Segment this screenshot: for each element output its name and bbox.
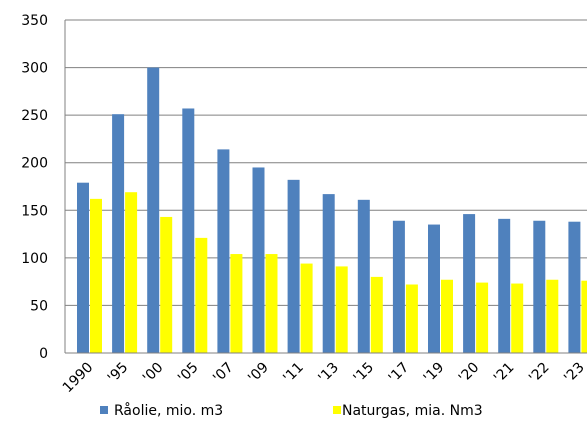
bar-series-1: [300, 263, 313, 353]
bar-series-1: [195, 237, 208, 353]
legend-label-series-1: Naturgas, mia. Nm3: [342, 403, 483, 419]
y-tick-label: 250: [21, 108, 48, 124]
bar-series-0: [77, 182, 89, 353]
bar-series-1: [581, 280, 587, 353]
x-tick-label: '23: [561, 360, 587, 387]
bar-series-0: [428, 224, 440, 353]
legend-swatch-series-1: [333, 406, 341, 414]
bar-series-0: [217, 149, 230, 353]
bar-series-0: [568, 221, 581, 353]
bar-series-0: [252, 167, 265, 353]
y-tick-label: 350: [21, 13, 48, 29]
bar-series-0: [392, 220, 405, 353]
bar-series-1: [370, 276, 383, 353]
x-tick-label: '21: [491, 360, 518, 387]
y-tick-label: 50: [30, 298, 48, 314]
x-tick-label: '22: [526, 360, 553, 387]
y-tick-label: 100: [21, 251, 48, 267]
bar-series-1: [405, 284, 418, 353]
y-tick-label: 200: [21, 156, 48, 172]
bar-series-0: [533, 220, 546, 353]
y-tick-labels: 0 50 100 150 200 250 300 350: [21, 13, 48, 362]
bars: [77, 67, 587, 354]
y-tick-label: 0: [39, 346, 48, 362]
bar-series-1: [476, 282, 489, 353]
x-tick-label: '00: [140, 360, 167, 387]
x-tick-label: '11: [280, 360, 307, 387]
bar-series-0: [182, 108, 195, 354]
bar-series-1: [335, 266, 348, 353]
bar-series-0: [147, 67, 160, 354]
bar-series-0: [112, 114, 125, 353]
axes: [64, 20, 587, 354]
bar-series-1: [265, 254, 278, 353]
bar-series-0: [287, 179, 300, 353]
bar-series-0: [463, 214, 476, 353]
legend: Råolie, mio. m3 Naturgas, mia. Nm3: [100, 402, 483, 419]
x-tick-label: '19: [421, 360, 448, 387]
x-tick-label: '09: [245, 360, 272, 387]
y-tick-label: 150: [21, 203, 48, 219]
x-tick-label: '17: [386, 360, 413, 387]
x-tick-label: '07: [210, 360, 237, 387]
bar-series-1: [511, 283, 524, 353]
bar-series-1: [90, 198, 102, 353]
bar-series-0: [322, 194, 335, 353]
bar-series-1: [441, 279, 453, 353]
x-tick-label: '95: [105, 360, 132, 387]
bar-series-1: [160, 216, 173, 353]
y-tick-label: 300: [21, 61, 48, 77]
x-tick-label: '13: [315, 360, 342, 387]
x-tick-label: '15: [350, 360, 377, 387]
bar-series-1: [546, 279, 559, 353]
bar-series-0: [357, 199, 370, 353]
x-tick-label: 1990: [60, 360, 97, 397]
x-tick-label: '05: [175, 360, 202, 387]
x-tick-labels: 1990 '95 '00 '05 '07 '09 '11 '13 '15 '17 '19 '20 '21…: [60, 360, 587, 397]
legend-label-series-0: Råolie, mio. m3: [114, 402, 223, 419]
bar-series-1: [125, 192, 138, 353]
bar-series-0: [498, 218, 511, 353]
legend-swatch-series-0: [100, 406, 108, 414]
x-tick-label: '20: [456, 360, 483, 387]
bar-series-1: [230, 254, 243, 353]
